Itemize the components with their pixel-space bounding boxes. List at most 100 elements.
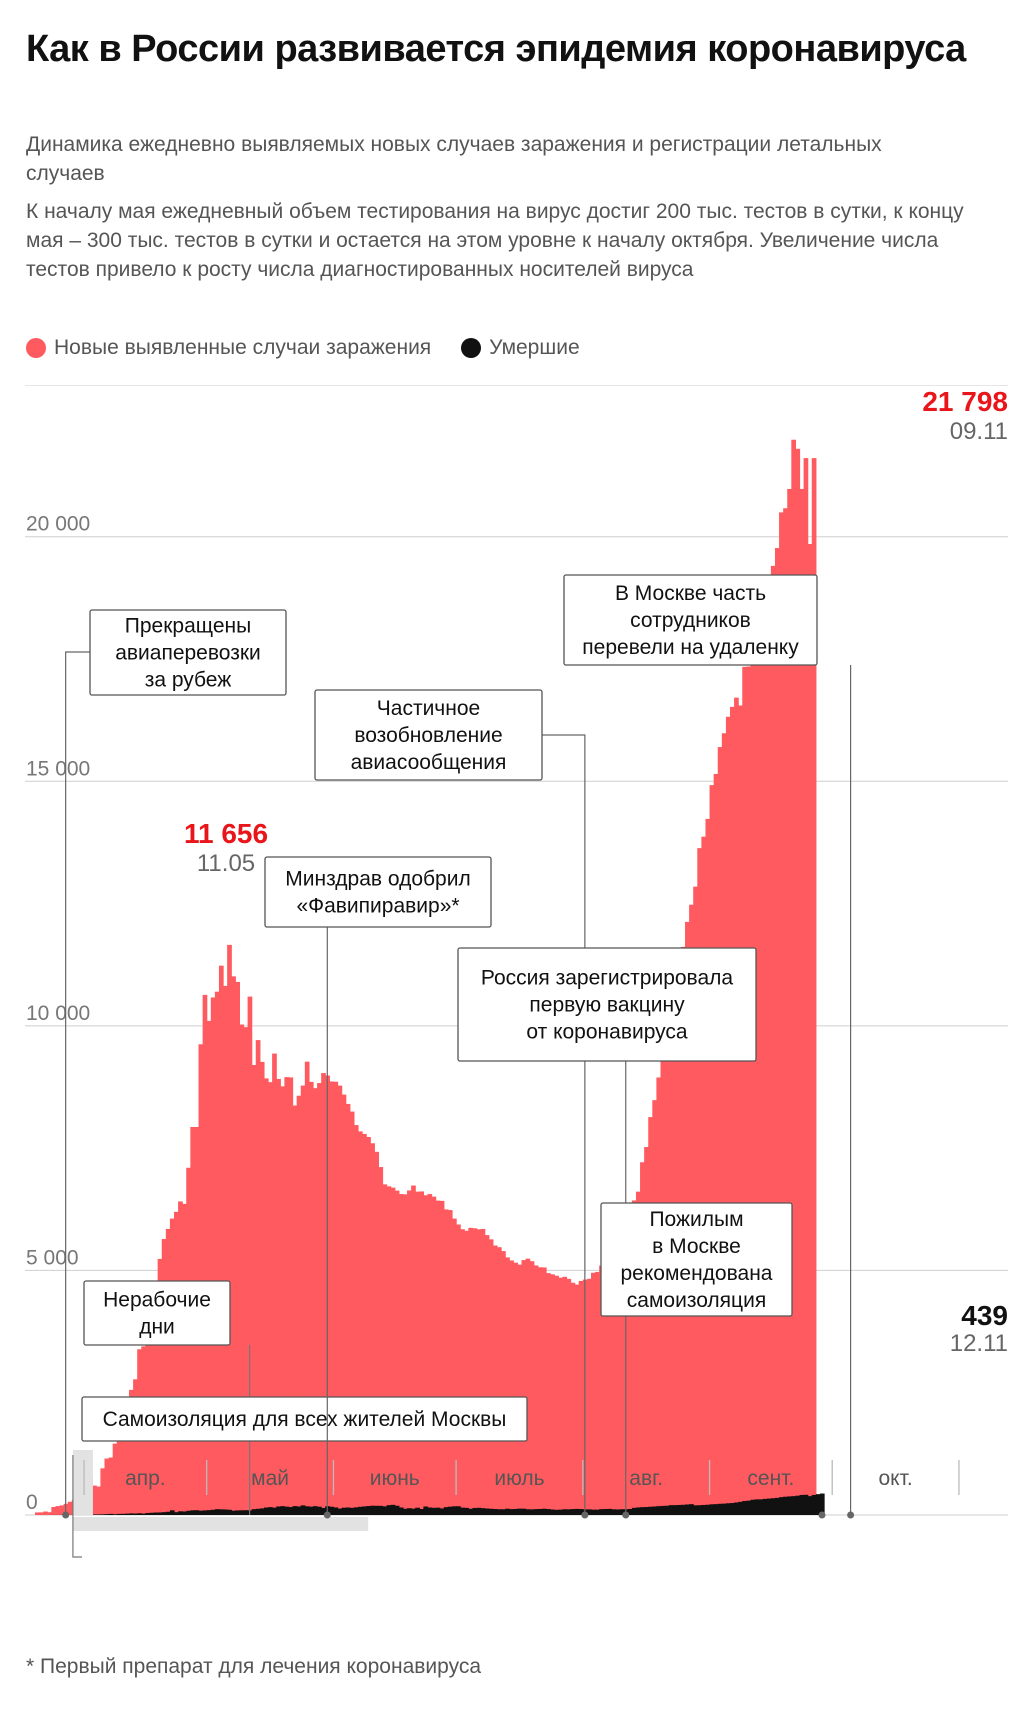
death-bar [447,1506,453,1515]
case-bar [513,1262,519,1515]
case-bar [255,1040,261,1515]
death-bar [407,1508,412,1515]
death-bar [660,1505,666,1515]
event-marker [62,1511,70,1519]
annotation-text: Нерабочие [103,1289,211,1312]
death-bar [725,1503,731,1515]
death-bar [239,1510,245,1515]
case-bar [635,1191,641,1515]
case-bar [746,666,752,1515]
death-bar [169,1510,175,1515]
legend-item-cases: Новые выявленные случаи заражения [26,336,431,360]
case-bar [124,1408,130,1515]
case-bar [411,1185,416,1515]
case-bar [198,1044,204,1515]
case-bar [427,1194,433,1515]
case-bar [779,512,784,1515]
death-bar [255,1508,261,1515]
case-bar [754,627,760,1515]
case-bar [546,1273,551,1516]
death-bar [317,1506,322,1515]
death-bar [345,1507,351,1515]
death-bar [182,1511,187,1515]
death-bar [541,1508,547,1515]
case-bar [398,1194,404,1515]
death-bar [292,1506,298,1515]
y-tick-label: 5 000 [26,1246,79,1269]
death-bar [251,1509,257,1515]
death-bar [218,1509,224,1516]
death-bar [664,1505,670,1515]
case-bar [55,1506,61,1515]
annotation-box [264,856,492,928]
case-bar [402,1194,408,1515]
case-bar [803,458,809,1516]
case-bar [717,747,723,1515]
death-bar [476,1507,482,1515]
case-bar [366,1137,371,1515]
death-bar [423,1506,429,1515]
annotation-moscow-self-isolation: Самоизоляция для всех жителей Москвы [72,1396,528,1558]
case-bar [705,818,711,1515]
death-bar [149,1512,155,1515]
annotation-text: первую вакцину [529,994,685,1017]
death-bar [133,1513,138,1515]
death-bar [223,1509,228,1515]
death-bar [591,1509,596,1515]
death-bar [108,1513,114,1516]
case-bar [227,944,232,1515]
death-bar [321,1507,326,1515]
death-bar [165,1511,171,1515]
case-bar [721,733,727,1515]
case-bar [378,1167,384,1515]
death-bar [206,1510,212,1515]
death-bar [697,1505,702,1515]
case-bar [345,1103,351,1515]
case-bar [574,1284,580,1515]
death-bar [452,1506,457,1515]
case-bar [296,1095,302,1515]
peak-date-nov: 09.11 [950,418,1008,445]
case-bar [787,488,792,1516]
annotation-elderly-isolation: Пожилым в Москве рекомендована самоизоляция [600,1202,826,1519]
death-bar [276,1506,281,1515]
annotation-text: рекомендована [621,1262,773,1285]
death-bar [141,1513,146,1515]
death-bar [574,1508,580,1515]
death-bar [734,1502,739,1515]
death-bar [685,1504,690,1515]
death-bar [529,1509,535,1516]
annotation-box [81,1396,528,1442]
case-bar [529,1261,535,1515]
death-bar [496,1509,502,1515]
case-bar [116,1427,122,1515]
case-bar [223,985,228,1515]
case-bar [288,1077,294,1515]
epidemic-chart: 0 5 000 10 000 15 000 20 000 Прекращены авиап… [25,385,1008,1558]
case-bar [341,1094,347,1515]
case-bar [811,458,817,1516]
y-tick-label: 10 000 [26,1002,90,1025]
death-bar [431,1507,437,1515]
case-bar [456,1224,461,1515]
death-bar [607,1508,613,1515]
case-bar [460,1229,465,1515]
case-bar [603,1265,608,1515]
death-bar [235,1510,241,1515]
case-bar [443,1209,449,1515]
death-bar [370,1505,375,1515]
case-bar [415,1191,420,1515]
case-bar [509,1260,514,1515]
case-bar [370,1143,375,1515]
death-bar [374,1505,380,1515]
case-bar [791,439,797,1515]
death-bar [595,1509,600,1515]
death-bar [112,1514,118,1515]
case-bar [799,488,805,1516]
case-bar [100,1468,106,1515]
death-bar [505,1508,510,1515]
death-bar [190,1510,196,1515]
legend-item-deaths: Умершие [461,336,580,360]
annotations: Прекращены авиаперевозки за рубеж Нерабочие… [62,574,855,1558]
annotation-non-working-days: Нерабочие дни [72,1280,251,1515]
